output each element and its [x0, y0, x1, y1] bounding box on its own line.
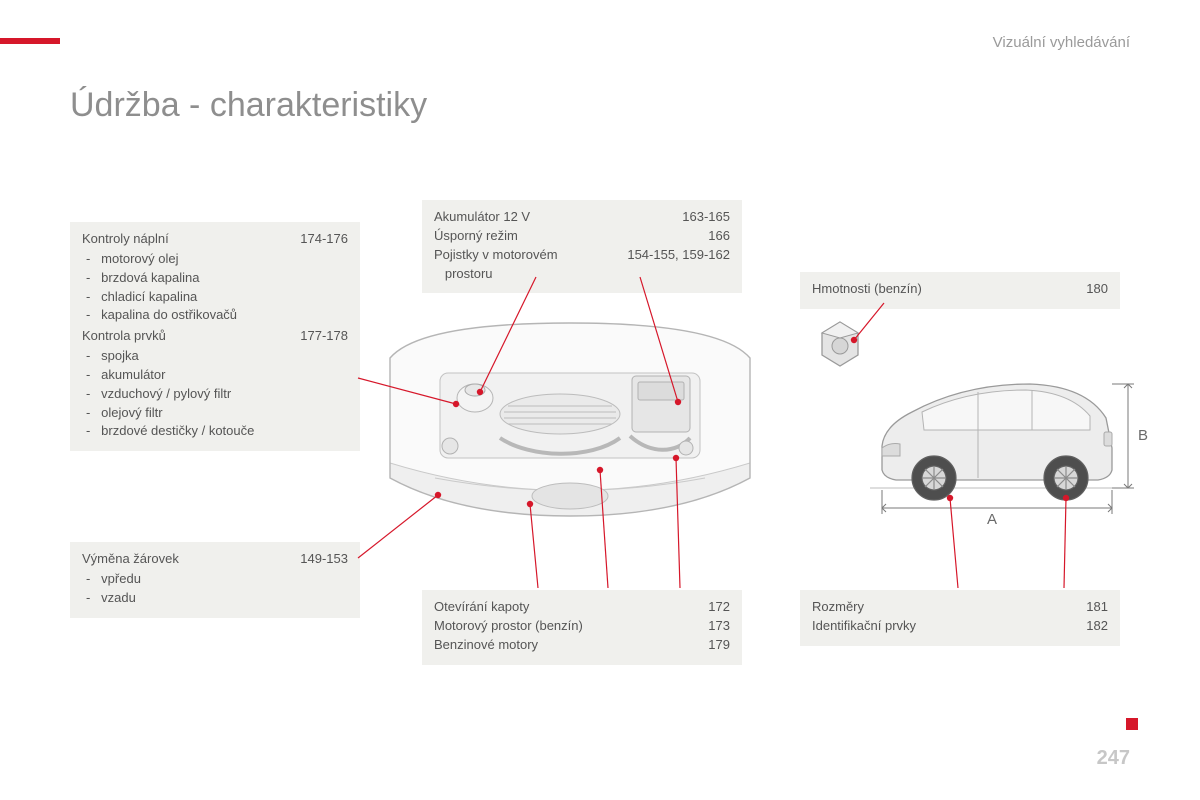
list-item: vpředu [86, 570, 348, 589]
callout-heading: Výměna žárovek [82, 550, 179, 569]
callout-label: Úsporný režim [434, 227, 518, 246]
page-ref: 173 [708, 617, 730, 636]
header-accent-bar [0, 38, 60, 44]
callout-heading: Kontrola prvků [82, 327, 166, 346]
page-ref: 180 [1086, 280, 1108, 299]
callout-label: Motorový prostor (benzín) [434, 617, 583, 636]
list-item: vzduchový / pylový filtr [86, 385, 348, 404]
list-item: kapalina do ostřikovačů [86, 306, 348, 325]
footer-accent-square [1126, 718, 1138, 730]
item-list: vpředu vzadu [82, 570, 348, 608]
page-ref: 182 [1086, 617, 1108, 636]
callout-heading: Kontroly náplní [82, 230, 169, 249]
callout-label: Benzinové motory [434, 636, 538, 655]
item-list: motorový olej brzdová kapalina chladicí … [82, 250, 348, 325]
page-ref: 174-176 [300, 230, 348, 249]
callout-bulbs: Výměna žárovek 149-153 vpředu vzadu [70, 542, 360, 618]
callout-label: Pojistky v motorovém prostoru [434, 246, 558, 284]
list-item: spojka [86, 347, 348, 366]
page-ref: 149-153 [300, 550, 348, 569]
callout-label: Identifikační prvky [812, 617, 916, 636]
callout-dimensions: Rozměry 181 Identifikační prvky 182 [800, 590, 1120, 646]
dimension-label-b: B [1138, 427, 1148, 444]
section-header: Vizuální vyhledávání [993, 34, 1130, 51]
callout-label: Rozměry [812, 598, 864, 617]
page-ref: 179 [708, 636, 730, 655]
list-item: brzdová kapalina [86, 269, 348, 288]
list-item: brzdové destičky / kotouče [86, 422, 348, 441]
engine-bay-diagram [380, 318, 760, 518]
callout-battery-fuses: Akumulátor 12 V 163-165 Úsporný režim 16… [422, 200, 742, 293]
callout-fluids-checks: Kontroly náplní 174-176 motorový olej br… [70, 222, 360, 451]
dimension-label-a: A [987, 511, 997, 528]
list-item: motorový olej [86, 250, 348, 269]
car-side-diagram: B A [860, 360, 1150, 540]
callout-label: Akumulátor 12 V [434, 208, 530, 227]
page-ref: 166 [708, 227, 730, 246]
page-ref: 177-178 [300, 327, 348, 346]
page-ref: 172 [708, 598, 730, 617]
item-list: spojka akumulátor vzduchový / pylový fil… [82, 347, 348, 441]
list-item: olejový filtr [86, 404, 348, 423]
callout-label: Otevírání kapoty [434, 598, 529, 617]
callout-engine-compartment: Otevírání kapoty 172 Motorový prostor (b… [422, 590, 742, 665]
page-ref: 163-165 [682, 208, 730, 227]
callout-label: Hmotnosti (benzín) [812, 280, 922, 299]
list-item: vzadu [86, 589, 348, 608]
page-ref: 181 [1086, 598, 1108, 617]
list-item: akumulátor [86, 366, 348, 385]
page-ref: 154-155, 159-162 [627, 246, 730, 284]
list-item: chladicí kapalina [86, 288, 348, 307]
callout-weights: Hmotnosti (benzín) 180 [800, 272, 1120, 309]
page-title: Údržba - charakteristiky [70, 86, 427, 125]
page-number: 247 [1097, 747, 1130, 770]
